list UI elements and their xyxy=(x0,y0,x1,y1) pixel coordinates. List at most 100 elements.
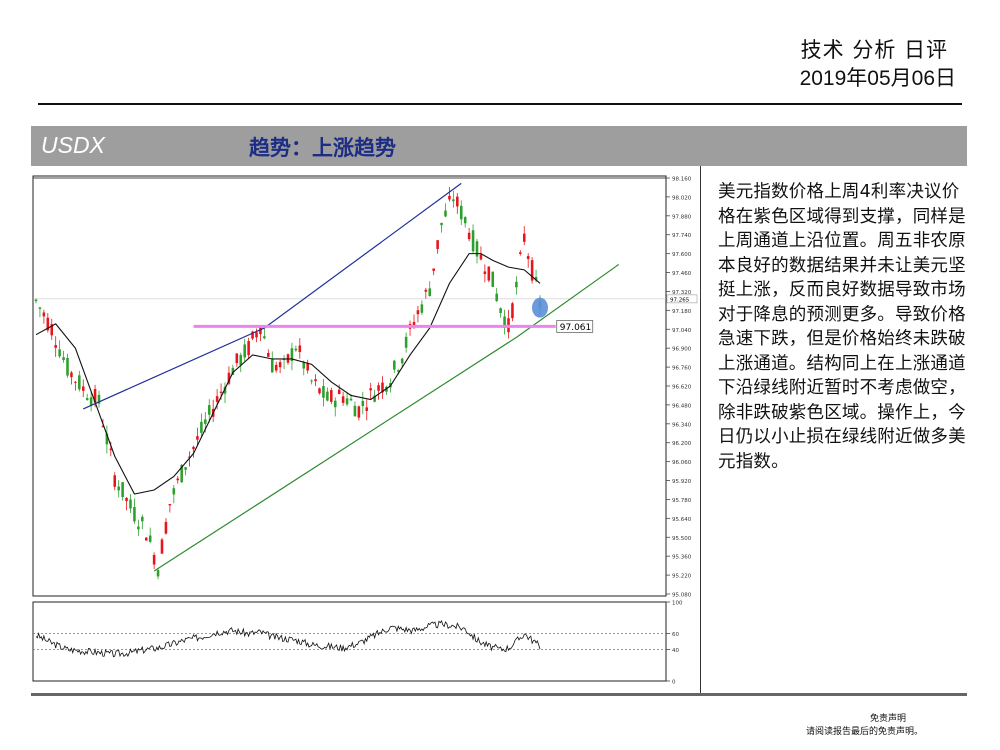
main-panel: 98.160 98.020 97.880 97.740 97.600 97.460 97.3… xyxy=(32,175,698,599)
main-y-tick-label: 96.620 xyxy=(672,385,692,391)
candle-body xyxy=(522,233,526,242)
main-y-tick-label: 97.740 xyxy=(672,233,692,239)
candle-body xyxy=(357,406,361,418)
support-label-box xyxy=(556,320,594,333)
candle-body xyxy=(156,570,160,577)
candle-body xyxy=(483,271,487,275)
main-y-tick-label: 97.180 xyxy=(672,309,692,315)
candle-body xyxy=(436,240,439,249)
candle-body xyxy=(373,395,376,402)
candle-body xyxy=(330,390,333,402)
candle-body xyxy=(267,352,270,357)
main-plot-area xyxy=(32,175,667,597)
candle-body xyxy=(479,254,483,260)
candle-body xyxy=(515,281,518,288)
candle-body xyxy=(176,478,180,481)
main-y-tick-label: 95.220 xyxy=(672,574,692,580)
candle-body xyxy=(432,268,435,271)
candle-body xyxy=(428,288,432,296)
candle-body xyxy=(278,362,282,368)
candle-body xyxy=(424,289,428,292)
candle-body xyxy=(141,516,144,522)
moving-average-line xyxy=(35,253,541,495)
main-y-tick-label: 96.760 xyxy=(672,366,692,372)
candle-body xyxy=(251,331,254,339)
osc-y-tick-label: 40 xyxy=(672,648,679,654)
candle-body xyxy=(164,521,168,534)
candle-body xyxy=(243,344,246,358)
candle-body xyxy=(196,436,199,440)
candle-body xyxy=(396,370,400,372)
candle-body xyxy=(456,196,459,207)
oscillator-line xyxy=(35,619,541,658)
candle-body xyxy=(495,293,498,301)
current-price-box xyxy=(666,294,698,304)
candle-body xyxy=(255,332,258,338)
candle-body xyxy=(180,464,183,483)
candle-body xyxy=(58,349,61,357)
candle-body xyxy=(66,357,69,376)
candle-body xyxy=(54,345,57,348)
candle-body xyxy=(298,345,302,353)
candle-body xyxy=(365,407,369,411)
bottom-divider xyxy=(31,693,967,696)
candle-body xyxy=(337,389,341,394)
candle-body xyxy=(404,336,408,348)
candle-body xyxy=(62,357,65,361)
candle-body xyxy=(333,400,337,408)
candle-body xyxy=(74,381,77,383)
candle-body xyxy=(499,308,502,313)
main-y-tick-label: 96.900 xyxy=(672,347,692,353)
candle-body xyxy=(463,217,467,224)
candle-body xyxy=(184,467,187,470)
highlight-marker xyxy=(532,297,548,318)
candle-body xyxy=(85,398,89,400)
main-y-tick-label: 95.780 xyxy=(672,498,692,504)
candle-body xyxy=(204,419,207,424)
candle-body xyxy=(310,380,313,382)
candle-body xyxy=(148,535,152,542)
candle-body xyxy=(306,362,309,371)
candle-body xyxy=(144,537,148,541)
candle-body xyxy=(440,222,443,226)
current-price-label: 97.265 xyxy=(670,297,690,303)
section-bar: USDX 趋势：上涨趋势 xyxy=(31,126,967,166)
candle-body xyxy=(101,425,105,427)
candle-body xyxy=(34,299,38,302)
price-chart: 98.160 98.020 97.880 97.740 97.600 97.460 97.3… xyxy=(32,175,698,686)
candle-body xyxy=(475,241,479,257)
candle-body xyxy=(223,386,227,394)
candle-body xyxy=(168,503,172,506)
analysis-text: 美元指数价格上周4利率决议价格在紫色区域得到支撑，同样是上周通道上沿位置。周五非… xyxy=(718,182,966,472)
main-y-tick-label: 96.480 xyxy=(672,403,692,409)
candle-body xyxy=(526,256,530,260)
candle-body xyxy=(519,252,522,254)
osc-y-tick-label: 100 xyxy=(672,601,683,607)
main-y-tick-label: 96.200 xyxy=(672,441,692,447)
candle-body xyxy=(105,433,109,445)
candle-body xyxy=(290,348,294,362)
main-y-tick-label: 97.600 xyxy=(672,252,692,258)
candle-body xyxy=(393,360,396,370)
candle-body xyxy=(530,260,534,281)
candle-body xyxy=(459,205,463,220)
candle-body xyxy=(263,336,266,339)
candle-body xyxy=(160,539,164,554)
main-y-tick-label: 97.320 xyxy=(672,290,692,296)
candle-body xyxy=(117,486,120,491)
candle-body xyxy=(121,482,124,498)
candle-body xyxy=(125,497,128,502)
main-y-tick-label: 98.020 xyxy=(672,195,692,201)
main-y-tick-label: 96.340 xyxy=(672,422,692,428)
candle-body xyxy=(416,310,420,315)
candle-body xyxy=(345,398,349,405)
candle-body xyxy=(349,398,353,401)
candle-body xyxy=(219,391,223,393)
candle-body xyxy=(381,382,384,393)
candle-body xyxy=(42,312,46,317)
candle-body xyxy=(227,372,231,384)
candle-body xyxy=(113,475,117,487)
candle-body xyxy=(452,199,455,202)
candle-body xyxy=(511,303,514,319)
candle-body xyxy=(50,324,54,336)
